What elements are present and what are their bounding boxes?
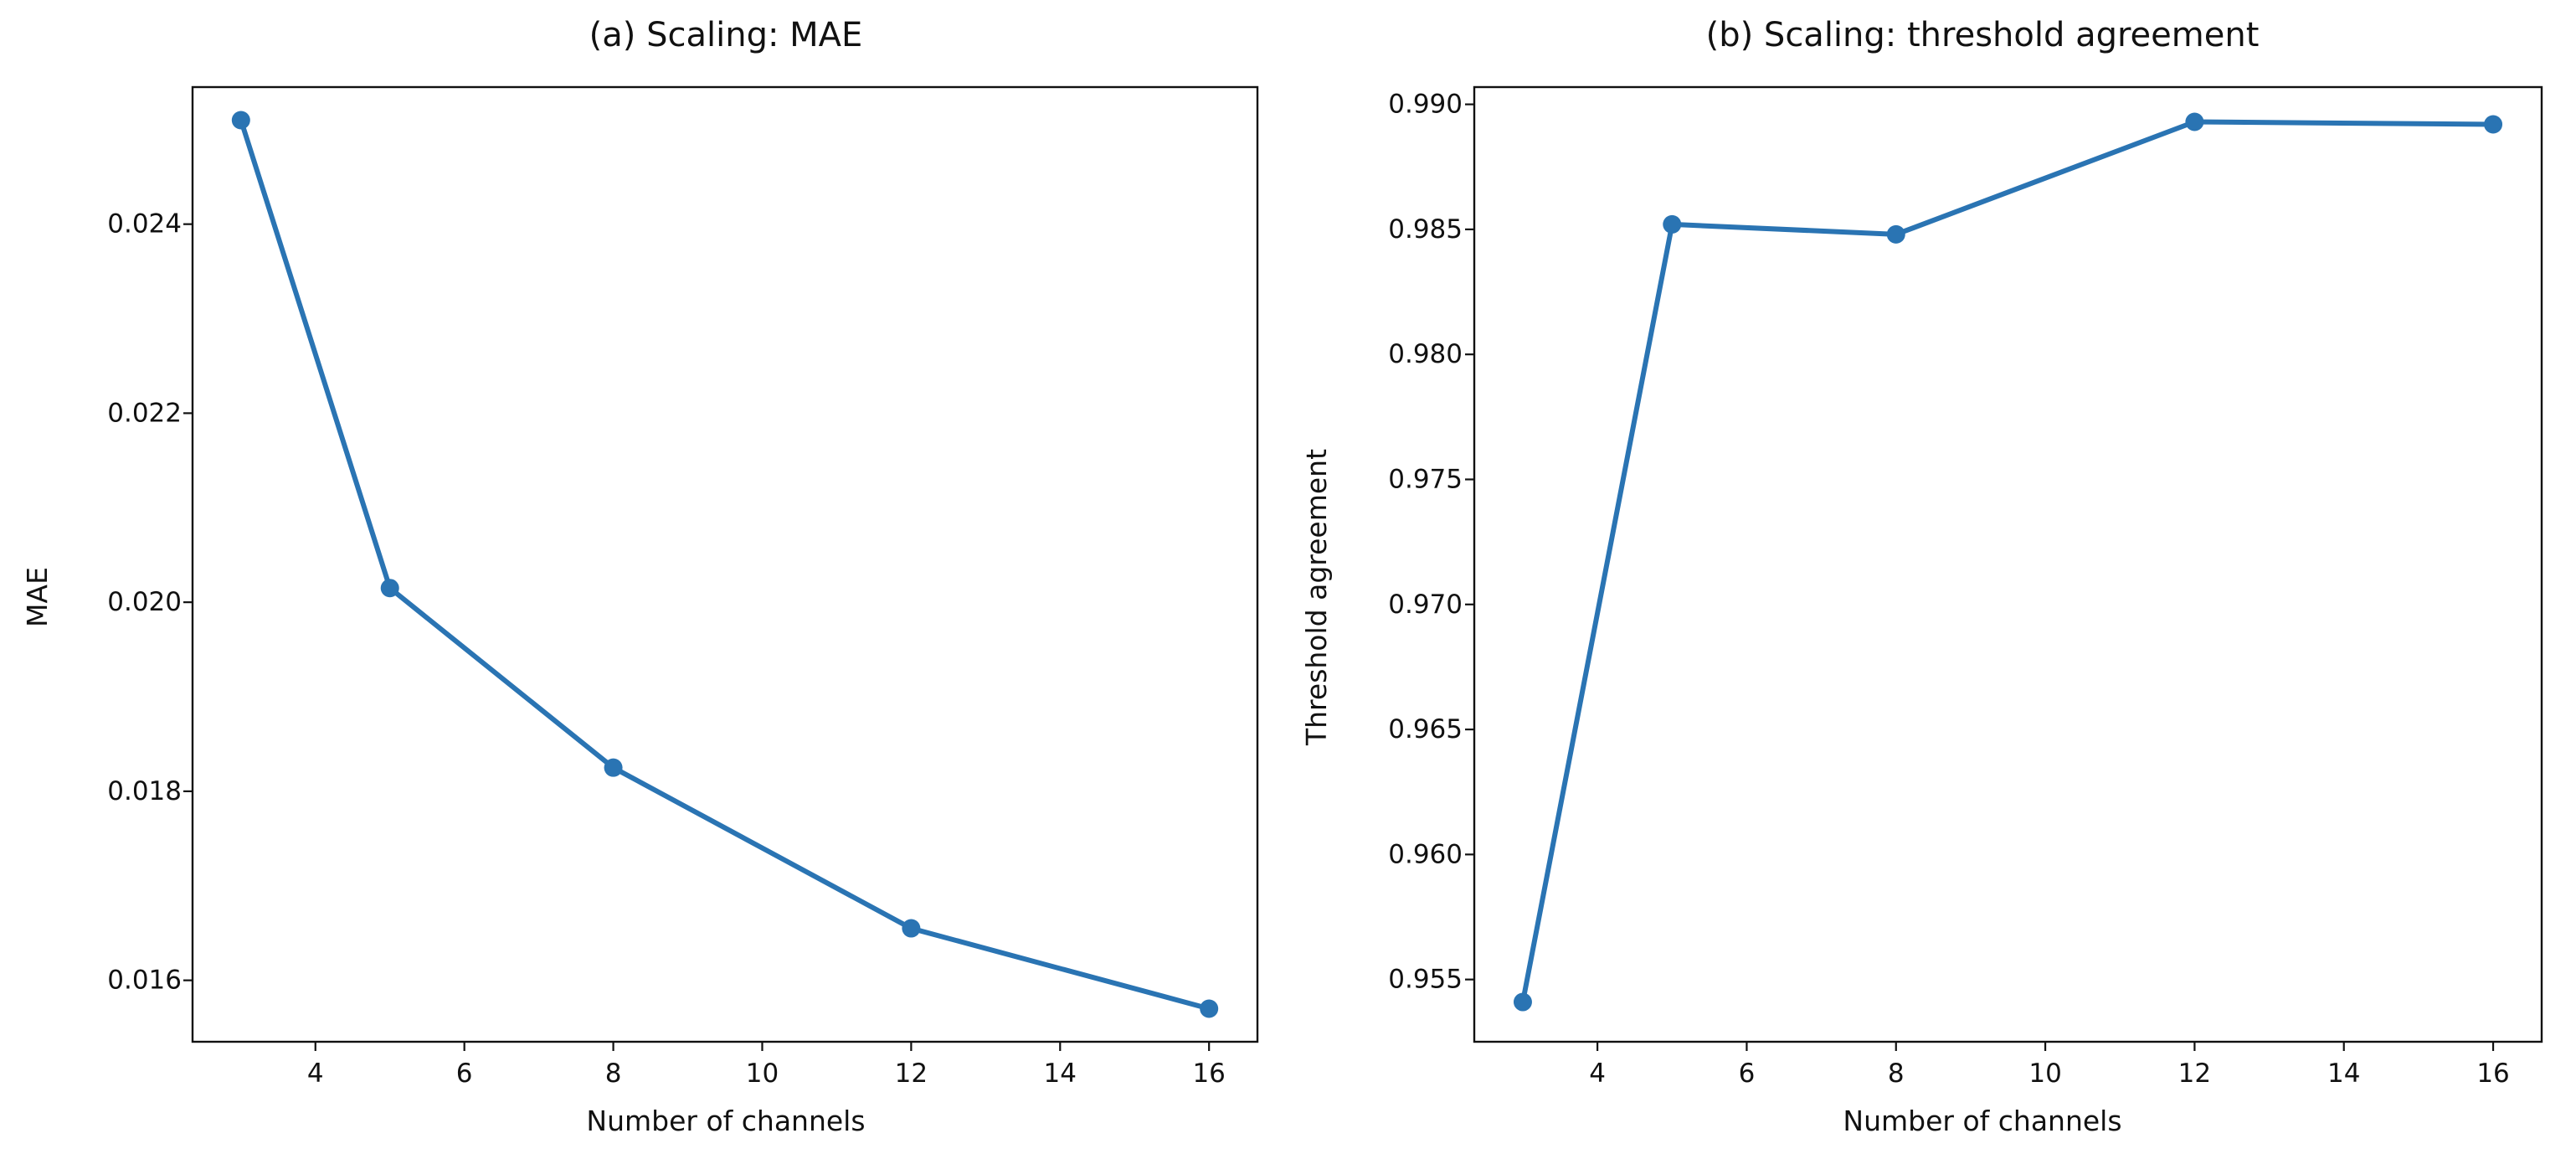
data-point-marker [2484, 115, 2503, 134]
series-mae [231, 111, 1219, 1018]
data-point-marker [1513, 992, 1532, 1012]
y-tick-label: 0.990 [1388, 90, 1463, 120]
y-tick-label: 0.020 [107, 587, 182, 617]
series-line [1519, 119, 2496, 1005]
chart-title: (b) Scaling: threshold agreement [1706, 16, 2260, 54]
data-point-marker [902, 919, 921, 938]
data-point-marker [2185, 112, 2204, 131]
y-tick-label: 0.022 [107, 398, 182, 428]
data-point-marker [604, 758, 623, 777]
plot-area-frame [1473, 85, 2543, 1043]
y-tick-label: 0.016 [107, 966, 182, 996]
ticks-mae: 4 6 8 10 12 14 16 0.016 0.018 0.020 0.022 0.024 [107, 209, 1226, 1089]
y-tick-label: 0.965 [1388, 714, 1463, 744]
ticks-threshold-agreement: 4 6 8 10 12 14 16 0.955 0.960 0.965 0.970 0.975 0.98… [1388, 90, 2510, 1089]
series-line [238, 117, 1212, 1012]
data-point-marker [1663, 214, 1682, 234]
x-tick-label: 14 [1044, 1059, 1077, 1089]
y-tick-label: 0.985 [1388, 214, 1463, 245]
chart-title: (a) Scaling: MAE [589, 16, 863, 54]
y-axis-label: Threshold agreement [1300, 449, 1333, 746]
x-tick-label: 12 [2178, 1059, 2211, 1089]
y-tick-label: 0.960 [1388, 839, 1463, 869]
y-tick-label: 0.024 [107, 209, 182, 240]
y-tick-label: 0.955 [1388, 965, 1463, 995]
data-point-marker [380, 579, 399, 598]
y-axis-label: MAE [21, 567, 54, 627]
series-threshold-agreement [1513, 112, 2503, 1012]
x-tick-label: 6 [1739, 1059, 1756, 1089]
x-tick-label: 6 [456, 1059, 473, 1089]
plot-area-frame [191, 85, 1259, 1043]
x-tick-label: 14 [2327, 1059, 2360, 1089]
x-axis-label: Number of channels [586, 1105, 865, 1137]
x-axis-label: Number of channels [1843, 1105, 2121, 1137]
x-tick-label: 8 [1888, 1059, 1905, 1089]
y-tick-label: 0.018 [107, 776, 182, 806]
data-point-marker [1200, 999, 1219, 1018]
x-tick-label: 10 [2028, 1059, 2061, 1089]
data-point-marker [231, 111, 250, 130]
y-tick-label: 0.970 [1388, 590, 1463, 620]
y-tick-label: 0.975 [1388, 464, 1463, 494]
x-tick-label: 10 [746, 1059, 779, 1089]
x-tick-label: 12 [895, 1059, 928, 1089]
x-tick-label: 16 [1192, 1059, 1225, 1089]
chart-panel-mae: (a) Scaling: MAE MAE Number of channels … [21, 16, 1259, 1137]
y-tick-label: 0.980 [1388, 339, 1463, 369]
x-tick-label: 4 [307, 1059, 324, 1089]
chart-panel-threshold-agreement: (b) Scaling: threshold agreement Thresho… [1300, 16, 2543, 1137]
x-tick-label: 16 [2476, 1059, 2509, 1089]
x-tick-label: 4 [1589, 1059, 1606, 1089]
data-point-marker [1886, 224, 1905, 244]
x-tick-label: 8 [605, 1059, 622, 1089]
